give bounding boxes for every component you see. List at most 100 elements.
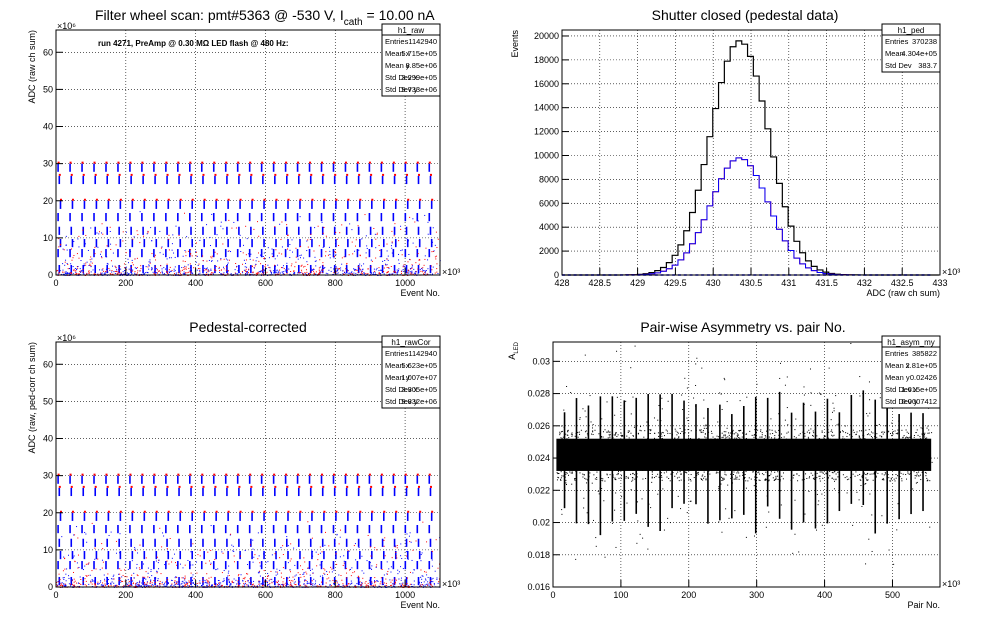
data-point xyxy=(691,445,693,447)
data-point xyxy=(150,227,152,229)
data-point xyxy=(164,585,166,587)
data-point xyxy=(85,580,87,582)
data-point xyxy=(361,585,363,587)
data-point xyxy=(83,273,85,275)
data-point xyxy=(276,582,278,584)
data-point xyxy=(568,474,570,476)
data-point xyxy=(85,264,87,266)
data-point xyxy=(190,582,192,584)
panel-corrected: Pedestal-corrected 0 200 400 600 800 10000102… xyxy=(27,319,460,610)
data-point xyxy=(192,564,194,566)
data-point xyxy=(355,559,357,561)
data-point xyxy=(189,270,191,272)
data-point xyxy=(395,551,397,553)
data-point xyxy=(320,271,322,273)
data-point xyxy=(105,271,107,273)
data-point xyxy=(897,429,899,431)
data-point xyxy=(109,269,111,271)
data-point xyxy=(411,267,413,269)
data-point xyxy=(276,270,278,272)
data-point xyxy=(887,474,889,476)
data-point xyxy=(923,435,925,437)
data-point xyxy=(289,244,291,246)
y-tick-label: 0.028 xyxy=(527,389,550,399)
data-point xyxy=(875,471,877,473)
data-point xyxy=(91,583,93,585)
data-point xyxy=(312,269,314,271)
data-point xyxy=(625,451,627,453)
data-point xyxy=(270,272,272,274)
data-point xyxy=(148,264,150,266)
data-point xyxy=(723,477,725,479)
data-point xyxy=(106,581,108,583)
data-point xyxy=(412,242,414,244)
data-point xyxy=(360,584,362,586)
data-point xyxy=(435,258,437,260)
data-point xyxy=(825,473,827,475)
y-tick-label: 12000 xyxy=(534,127,559,137)
data-point xyxy=(823,437,825,439)
data-point xyxy=(125,561,127,563)
data-point xyxy=(419,268,421,270)
data-point xyxy=(398,578,400,580)
data-point xyxy=(921,439,923,441)
data-point xyxy=(283,273,285,275)
data-point xyxy=(139,270,141,272)
data-point xyxy=(402,568,404,570)
data-point xyxy=(119,533,121,535)
data-point xyxy=(876,436,878,438)
data-point xyxy=(238,581,240,583)
data-point xyxy=(310,173,313,176)
data-point xyxy=(735,477,737,479)
data-point xyxy=(346,269,348,271)
data-point xyxy=(630,367,632,369)
data-point xyxy=(369,562,371,564)
data-point xyxy=(846,436,848,438)
data-point xyxy=(336,270,338,272)
data-point xyxy=(70,273,72,275)
data-point xyxy=(346,572,348,574)
data-point xyxy=(310,583,312,585)
data-point xyxy=(273,272,275,274)
data-point xyxy=(190,572,192,574)
data-point xyxy=(807,436,809,438)
data-point xyxy=(615,479,617,481)
data-point xyxy=(355,239,357,241)
data-point xyxy=(877,472,879,474)
data-point xyxy=(919,436,921,438)
data-point xyxy=(309,273,311,275)
data-point xyxy=(139,580,141,582)
data-point xyxy=(283,578,285,580)
data-point xyxy=(58,238,60,240)
data-point xyxy=(199,555,201,557)
data-point xyxy=(411,266,413,268)
data-point xyxy=(402,269,404,271)
data-point xyxy=(350,272,352,274)
data-point xyxy=(306,250,308,252)
data-point xyxy=(386,250,388,252)
data-point xyxy=(355,272,357,274)
data-point xyxy=(134,272,136,274)
x-tick-label: 428.5 xyxy=(589,278,612,288)
data-point xyxy=(215,198,218,201)
data-point xyxy=(151,267,153,269)
data-point xyxy=(184,585,186,587)
data-point xyxy=(184,273,186,275)
data-point xyxy=(729,432,731,434)
data-point xyxy=(837,476,839,478)
data-point xyxy=(359,583,361,585)
data-point xyxy=(808,432,810,434)
data-point xyxy=(898,420,900,422)
data-point xyxy=(322,575,324,577)
data-point xyxy=(244,578,246,580)
data-point xyxy=(664,435,666,437)
data-point xyxy=(803,386,805,388)
x-tick-label: 200 xyxy=(118,590,133,600)
data-point xyxy=(131,560,133,562)
data-point xyxy=(831,429,833,431)
data-point xyxy=(99,253,101,255)
data-point xyxy=(687,420,689,422)
data-point xyxy=(306,581,308,583)
data-point xyxy=(127,258,129,260)
